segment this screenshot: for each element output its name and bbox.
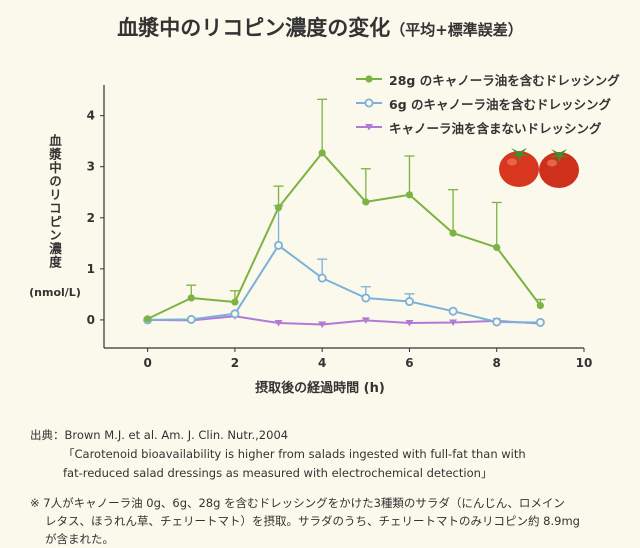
x-tick-label: 10 [576,356,593,370]
chart-title-sub: （平均+標準誤差） [390,21,523,39]
legend-label-6g: 6g のキャノーラ油を含むドレッシング [389,96,611,112]
point-28g [536,302,544,310]
point-28g [274,203,283,212]
source-line: 出典：Brown M.J. et al. Am. J. Clin. Nutr.,… [30,426,620,445]
source-title-line2: fat-reduced salad dressings as measured … [63,466,493,480]
legend-label-0g: キャノーラ油を含まないドレッシング [389,120,602,136]
point-28g [231,298,239,306]
point-28g [318,149,326,157]
x-tick-label: 2 [231,356,239,370]
point-28g [362,198,370,206]
point-6g [317,273,327,283]
tomato-right [539,149,579,188]
x-tick-label: 8 [493,356,501,370]
point-28g [144,315,152,323]
point-6g [404,297,414,307]
legend-item-0g: キャノーラ油を含まないドレッシング [355,115,625,139]
point-6g [230,309,240,319]
point-6g [361,293,371,303]
source-citation-text: Brown M.J. et al. Am. J. Clin. Nutr.,200… [64,428,289,442]
point-6g [274,240,284,250]
line-chart: 0 1 2 3 4 0 2 4 6 8 10 [87,85,593,370]
point-28g [405,191,414,199]
point-6g [535,317,545,327]
legend-swatch-28g [356,75,382,83]
note-line1: ※ 7人がキャノーラ油 0g、6g、28g を含むドレッシングをかけた3種類のサ… [30,496,565,510]
y-tick-label: 4 [87,109,95,123]
y-tick-label: 1 [87,262,95,276]
source-title-line1: 「Carotenoid bioavailability is higher fr… [63,447,526,461]
point-28g [187,294,195,302]
x-tick-label: 4 [318,356,326,370]
point-0g [274,319,283,327]
tomato-illustration [499,148,579,188]
point-6g [448,306,458,316]
legend-swatch-0g [356,124,382,131]
series-line-0g [147,315,541,326]
chart-title-main: 血漿中のリコピン濃度の変化 [117,16,391,40]
legend-swatch-6g [356,98,382,108]
legend-item-28g: 28g のキャノーラ油を含むドレッシング [355,67,625,91]
legend-item-6g: 6g のキャノーラ油を含むドレッシング [355,91,625,115]
source-label: 出典： [30,428,65,442]
note-line2: レタス、ほうれん草、チェリートマト）を摂取。サラダのうち、チェリートマトのみリコ… [45,514,580,528]
chart-title: 血漿中のリコピン濃度の変化（平均+標準誤差） [0,12,640,42]
source-citation: 出典：Brown M.J. et al. Am. J. Clin. Nutr.,… [30,426,620,483]
series-line-6g [147,244,541,324]
series-line-28g [147,151,542,320]
point-6g [186,314,196,324]
point-0g [318,321,327,329]
x-tick-label: 0 [143,356,151,370]
legend: 28g のキャノーラ油を含むドレッシング 6g のキャノーラ油を含むドレッシング… [355,67,625,139]
y-axis-unit: (nmol/L) [29,286,81,299]
x-axis-label: 摂取後の経過時間 (h) [255,381,385,396]
y-tick-label: 0 [87,313,95,327]
point-28g [449,229,457,237]
point-0g [449,319,458,326]
point-28g [493,243,501,251]
point-0g [361,317,370,324]
note-line3: が含まれた。 [45,532,114,546]
point-0g [405,319,414,327]
point-6g [492,317,502,327]
legend-label-28g: 28g のキャノーラ油を含むドレッシング [389,72,620,88]
y-tick-label: 2 [87,211,95,225]
y-axis-label: 血漿中のリコピン濃度 [47,134,62,269]
y-tick-label: 3 [87,160,95,174]
study-note: ※ 7人がキャノーラ油 0g、6g、28g を含むドレッシングをかけた3種類のサ… [30,494,620,548]
x-tick-label: 6 [405,356,413,370]
tomato-left [499,148,539,187]
